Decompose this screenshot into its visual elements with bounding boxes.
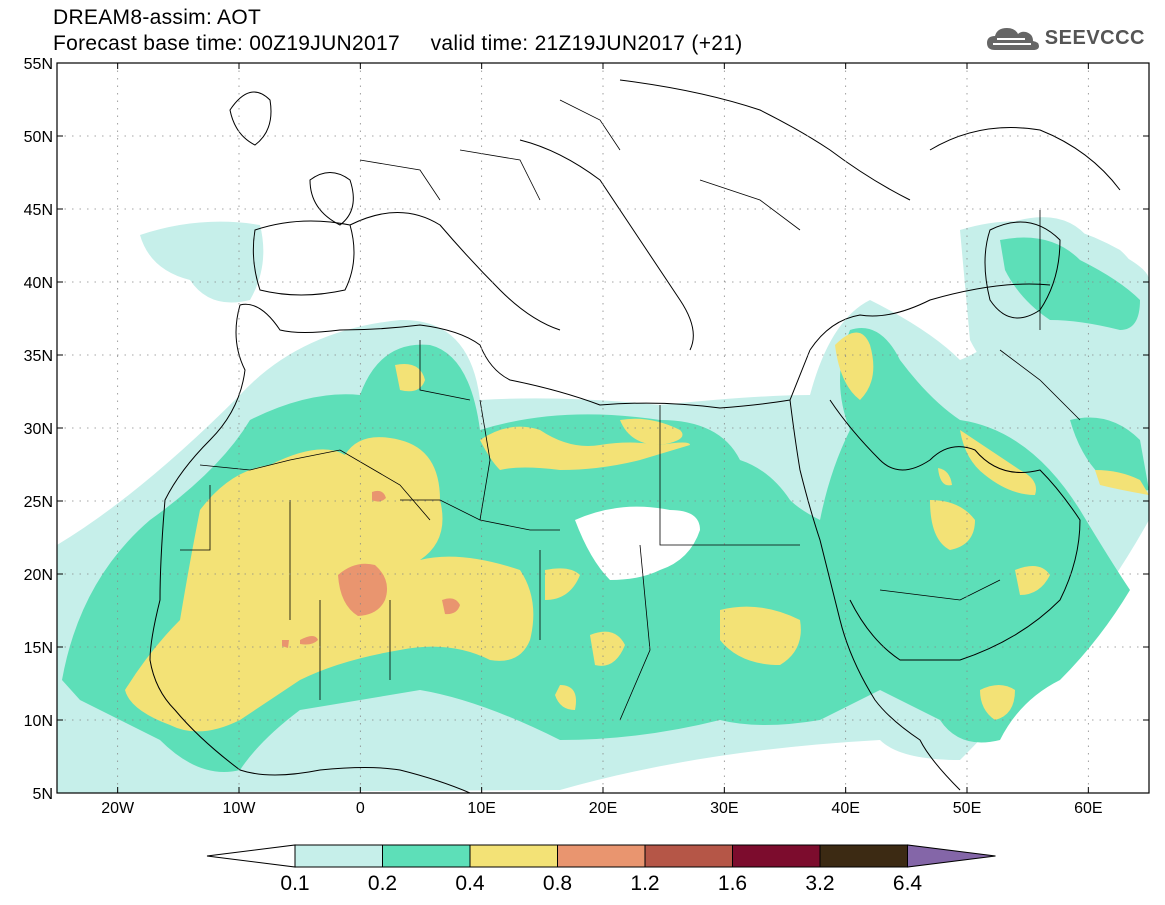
- lat-tick-label: 35N: [24, 348, 53, 365]
- lat-tick-label: 40N: [24, 275, 53, 292]
- lat-tick-label: 25N: [24, 494, 53, 511]
- gridlines: [57, 63, 1149, 793]
- lon-tick-label: 20E: [589, 800, 617, 817]
- colorbar-label: 6.4: [893, 872, 923, 895]
- lon-tick-label: 20W: [101, 800, 135, 817]
- colorbar-swatch: [294, 844, 383, 868]
- colorbar-label: 1.2: [630, 872, 659, 895]
- seevccc-logo: SEEVCCC: [985, 22, 1145, 54]
- lon-tick-label: 40E: [831, 800, 859, 817]
- aot-low-zones: [575, 506, 700, 580]
- colorbar-label: 0.2: [368, 872, 397, 895]
- colorbar-swatch: [732, 844, 821, 868]
- colorbar-swatch: [644, 844, 733, 868]
- country-borders: [180, 99, 1081, 721]
- colorbar: 0.1 0.2 0.4 0.8 1.2 1.6 3.2 6.4: [206, 844, 996, 895]
- aot-level-0.8: [282, 490, 460, 648]
- colorbar-label: 1.6: [718, 872, 747, 895]
- logo-text: SEEVCCC: [1044, 26, 1145, 49]
- colorbar-right-arrow: [907, 844, 996, 868]
- aot-level-0.4: [125, 332, 1149, 732]
- lon-tick-label: 60E: [1074, 800, 1102, 817]
- lat-tick-label: 5N: [33, 786, 53, 803]
- lon-tick-label: 10E: [467, 800, 495, 817]
- chart-title: DREAM8-assim: AOT: [53, 6, 262, 29]
- colorbar-swatch: [469, 844, 558, 868]
- colorbar-label: 0.4: [455, 872, 485, 895]
- lat-tick-label: 30N: [24, 421, 53, 438]
- lat-tick-label: 15N: [24, 640, 53, 657]
- colorbar-label: 0.1: [280, 872, 309, 895]
- aot-field: [57, 63, 1149, 793]
- lat-tick-label: 55N: [24, 56, 53, 73]
- colorbar-left-arrow: [206, 844, 296, 868]
- lat-tick-label: 20N: [24, 567, 53, 584]
- colorbar-swatch: [819, 844, 908, 868]
- lat-tick-label: 10N: [24, 713, 53, 730]
- lat-tick-label: 45N: [24, 202, 53, 219]
- colorbar-swatch: [557, 844, 646, 868]
- lon-tick-label: 10W: [223, 800, 257, 817]
- cloud-icon: [986, 28, 1039, 50]
- colorbar-label: 3.2: [805, 872, 834, 895]
- colorbar-label: 0.8: [543, 872, 572, 895]
- lon-tick-label: 30E: [710, 800, 738, 817]
- lat-axis: 5N 10N 15N 20N 25N 30N 35N 40N 45N 50N 55N: [24, 56, 1149, 803]
- chart-subtitle: Forecast base time: 00Z19JUN2017 valid t…: [53, 32, 743, 55]
- lon-axis: 20W 10W 0 10E 20E 30E 40E 50E 60E: [101, 63, 1103, 817]
- lat-tick-label: 50N: [24, 129, 53, 146]
- lon-tick-label: 0: [356, 800, 365, 817]
- lon-tick-label: 50E: [953, 800, 981, 817]
- colorbar-swatch: [382, 844, 471, 868]
